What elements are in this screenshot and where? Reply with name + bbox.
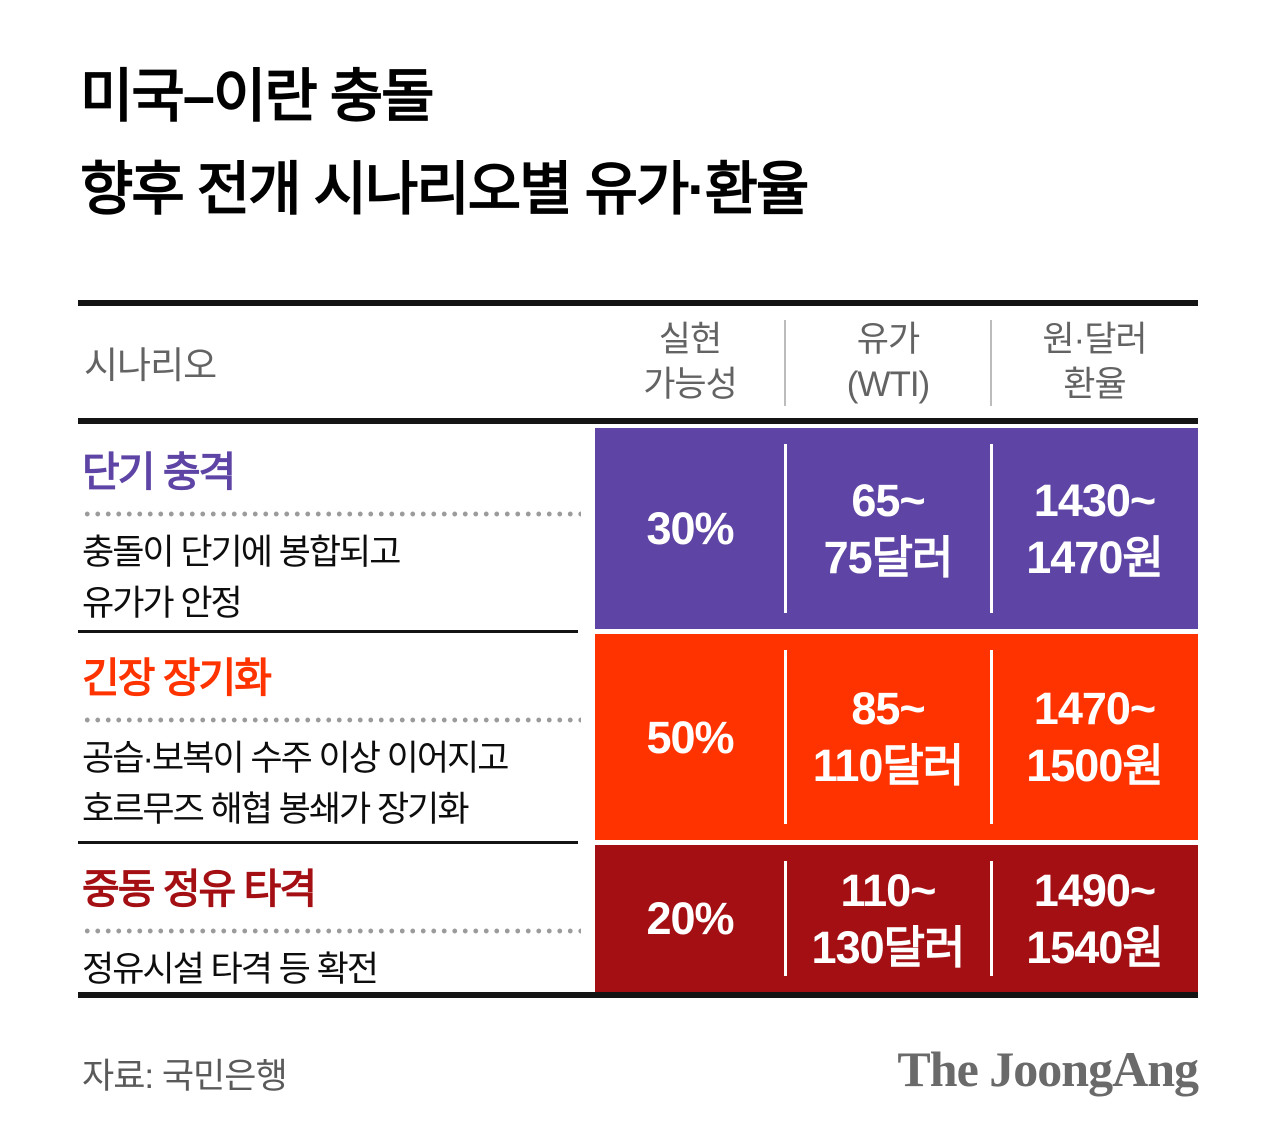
- dotted-divider: [82, 928, 581, 934]
- scenario-table: 시나리오 실현 가능성 유가 (WTI) 원·달러 환율 단기 충격 충돌이 단…: [78, 300, 1198, 998]
- row-data-block: 50% 85~ 110달러 1470~ 1500원: [595, 634, 1198, 840]
- table-row-prolonged-tension: 긴장 장기화 공습·보복이 수주 이상 이어지고 호르무즈 해협 봉쇄가 장기화…: [78, 634, 1198, 844]
- probability-value: 30%: [646, 503, 734, 554]
- dotted-divider: [82, 717, 581, 723]
- fx-rate-value: 1470~ 1500원: [990, 634, 1198, 840]
- col-header-scenario: 시나리오: [84, 345, 217, 386]
- table-row-short-term-shock: 단기 충격 충돌이 단기에 봉합되고 유가가 안정 30% 65~ 75달러 1…: [78, 428, 1198, 633]
- scenario-cell: 단기 충격 충돌이 단기에 봉합되고 유가가 안정: [78, 428, 595, 629]
- probability-value: 50%: [646, 711, 734, 763]
- scenario-name: 단기 충격: [82, 449, 236, 495]
- row-data-block: 20% 110~ 130달러 1490~ 1540원: [595, 845, 1198, 992]
- fx-rate-value: 1430~ 1470원: [990, 428, 1198, 629]
- source-credit: 자료: 국민은행: [82, 1057, 288, 1096]
- table-header-group: 실현 가능성 유가 (WTI) 원·달러 환율: [595, 306, 1198, 418]
- scenario-cell: 중동 정유 타격 정유시설 타격 등 확전: [78, 845, 595, 992]
- col-header-oil-price: 유가 (WTI): [784, 306, 991, 418]
- scenario-description: 충돌이 단기에 봉합되고 유가가 안정: [82, 533, 401, 623]
- scenario-name: 긴장 장기화: [82, 655, 272, 701]
- joongang-logo: The JoongAng: [897, 1041, 1199, 1097]
- scenario-cell: 긴장 장기화 공습·보복이 수주 이상 이어지고 호르무즈 해협 봉쇄가 장기화: [78, 634, 595, 840]
- oil-price-value: 65~ 75달러: [784, 428, 991, 629]
- probability-value: 20%: [646, 893, 734, 944]
- page-title: 미국–이란 충돌 향후 전개 시나리오별 유가·환율: [80, 64, 809, 222]
- scenario-description: 정유시설 타격 등 확전: [82, 950, 379, 989]
- scenario-description: 공습·보복이 수주 이상 이어지고 호르무즈 해협 봉쇄가 장기화: [82, 739, 509, 829]
- fx-rate-value: 1490~ 1540원: [990, 845, 1198, 992]
- col-header-probability: 실현 가능성: [643, 320, 738, 404]
- scenario-name: 중동 정유 타격: [82, 866, 317, 912]
- table-bottom-border: [78, 992, 1198, 998]
- col-header-fx-rate: 원·달러 환율: [990, 306, 1198, 418]
- row-data-block: 30% 65~ 75달러 1430~ 1470원: [595, 428, 1198, 629]
- oil-price-value: 110~ 130달러: [784, 845, 991, 992]
- dotted-divider: [82, 511, 581, 517]
- table-header-row: 시나리오 실현 가능성 유가 (WTI) 원·달러 환율: [78, 300, 1198, 424]
- oil-price-value: 85~ 110달러: [784, 634, 991, 840]
- table-row-refinery-strike: 중동 정유 타격 정유시설 타격 등 확전 20% 110~ 130달러 149…: [78, 845, 1198, 992]
